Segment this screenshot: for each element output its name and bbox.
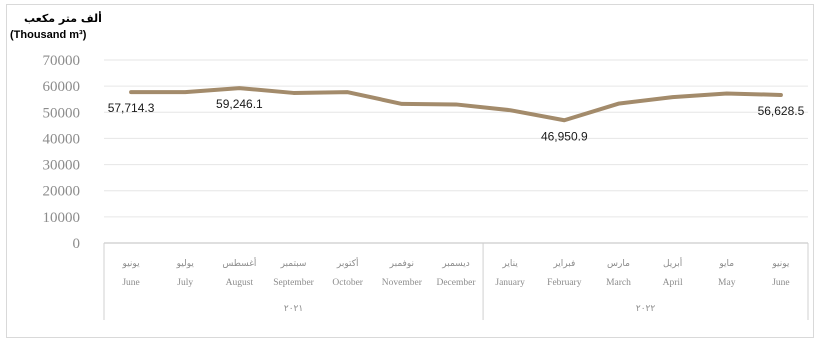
data-label: 57,714.3 (108, 101, 155, 115)
x-tick-label-en: April (663, 278, 683, 288)
x-tick-label-en: March (606, 278, 631, 288)
x-tick-label-en: June (772, 278, 789, 288)
unit-label-arabic: ألف متر مكعب (24, 12, 102, 25)
x-tick-label-ar: مارس (607, 259, 630, 269)
y-axis: 70000 60000 50000 40000 30000 20000 10000 0 (43, 53, 81, 252)
data-labels: 57,714.3 59,246.1 46,950.9 56,628.5 (108, 97, 805, 143)
data-point (562, 118, 566, 122)
y-tick-label: 70000 (43, 53, 81, 69)
data-label: 56,628.5 (758, 104, 805, 118)
y-tick-label: 50000 (43, 105, 81, 121)
series-line-group (129, 86, 783, 123)
year-label: ٢٠٢١ (284, 304, 303, 314)
y-tick-label: 60000 (43, 79, 81, 95)
data-point (616, 102, 620, 106)
x-tick-label-ar: سبتمبر (280, 259, 307, 269)
x-tick-label-en: January (495, 278, 525, 288)
x-axis: يونيو June يوليو July أغسطس August سبتمبر Septe… (103, 243, 809, 320)
x-tick-label-ar: يوليو (176, 259, 195, 269)
data-label: 46,950.9 (541, 129, 588, 143)
year-label: ٢٠٢٢ (636, 304, 656, 314)
data-point (183, 90, 187, 94)
x-tick-label-ar: أغسطس (222, 257, 256, 269)
x-tick-label-en: October (332, 278, 363, 288)
x-tick-label-en: February (547, 278, 582, 288)
data-point (779, 93, 783, 97)
data-point (129, 90, 133, 94)
data-point (400, 102, 404, 106)
y-tick-label: 30000 (43, 158, 81, 174)
x-tick-label-en: May (718, 278, 736, 288)
gridlines (104, 59, 808, 244)
data-point (346, 90, 350, 94)
x-tick-label-ar: أكتوبر (336, 257, 359, 269)
x-tick-label-en: August (226, 278, 254, 288)
y-tick-label: 10000 (43, 210, 81, 226)
x-tick-label-en: July (177, 278, 193, 288)
x-tick-label-en: November (382, 278, 423, 288)
x-tick-label-ar: نوفمبر (389, 259, 414, 269)
x-tick-label-en: September (273, 278, 314, 288)
data-point (725, 91, 729, 95)
y-tick-label: 20000 (43, 184, 81, 200)
x-tick-label-en: December (436, 278, 476, 288)
x-tick-label-ar: فبراير (552, 259, 575, 269)
x-tick-label-ar: ديسمبر (441, 259, 469, 269)
x-tick-label-en: June (122, 278, 139, 288)
y-tick-label: 40000 (43, 131, 81, 147)
x-tick-label-ar: مايو (718, 259, 734, 269)
data-point (454, 102, 458, 106)
unit-label-english: (Thousand m³) (10, 29, 87, 41)
x-tick-label-ar: أبريل (663, 257, 682, 269)
data-point (508, 108, 512, 112)
data-label: 59,246.1 (216, 97, 263, 111)
y-tick-label: 0 (73, 236, 81, 252)
x-tick-label-ar: يناير (501, 259, 518, 269)
data-point (292, 91, 296, 95)
data-point (237, 86, 241, 90)
x-tick-label-ar: يونيو (122, 259, 141, 269)
x-tick-label-ar: يونيو (771, 259, 790, 269)
data-point (671, 95, 675, 99)
